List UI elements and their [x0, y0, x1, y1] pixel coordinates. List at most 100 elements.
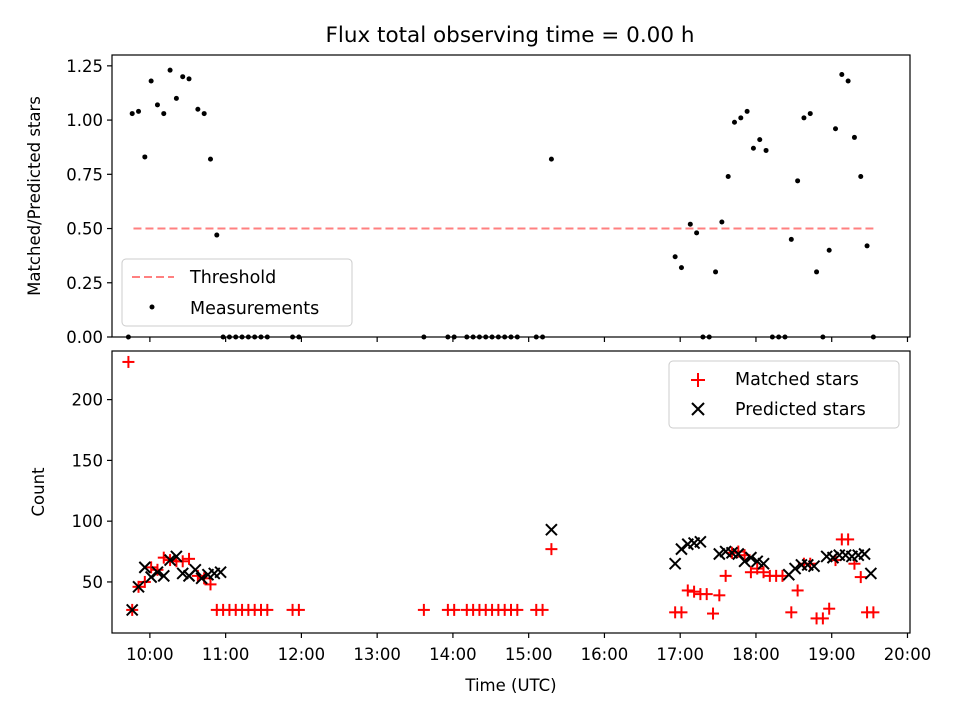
measurement-point	[776, 334, 782, 340]
bottom-legend: Matched stars Predicted stars	[668, 360, 900, 429]
top-y-axis-label: Matched/Predicted stars	[25, 96, 44, 296]
matched-star-point	[292, 603, 305, 616]
measurement-point	[678, 265, 684, 271]
measurement-point	[814, 269, 820, 275]
bottom-panel: 50 100 150 200 10:00 11:00 12:00 13:00 14:00 15:…	[29, 350, 931, 695]
bottom-y-tick-label: 200	[72, 391, 104, 410]
measurement-point	[713, 269, 719, 275]
measurement-point	[672, 254, 678, 260]
matched-star-point	[744, 566, 757, 579]
predicted-legend-label: Predicted stars	[735, 400, 866, 420]
x-tick-label: 10:00	[126, 645, 174, 664]
bottom-y-axis-label: Count	[29, 467, 48, 517]
measurement-point	[514, 334, 520, 340]
measurement-point	[148, 78, 154, 84]
predicted-legend-swatch	[691, 402, 705, 416]
matched-star-point	[261, 603, 274, 616]
measurement-point	[489, 334, 495, 340]
measurement-point	[445, 334, 451, 340]
measurement-point	[700, 334, 706, 340]
measurement-point	[186, 76, 192, 82]
measurement-point	[470, 334, 476, 340]
matched-star-point	[122, 355, 135, 368]
predicted-star-point	[189, 563, 202, 577]
predicted-star-point	[864, 567, 878, 580]
measurement-point	[725, 173, 731, 179]
matched-star-point	[823, 602, 836, 615]
measurement-point	[851, 134, 857, 140]
matched-star-point	[751, 562, 764, 575]
predicted-star-point	[214, 566, 227, 579]
predicted-star-point	[125, 603, 139, 617]
measurement-point	[788, 236, 794, 242]
matched-legend-label: Matched stars	[735, 370, 859, 390]
x-tick-label: 18:00	[732, 645, 780, 664]
predicted-star-point	[757, 557, 770, 570]
measurement-point	[533, 334, 539, 340]
measurement-point	[687, 221, 693, 227]
measurement-point	[421, 334, 427, 340]
top-y-tick-label: 0.75	[66, 165, 103, 184]
measurement-point	[540, 334, 546, 340]
measurement-point	[226, 334, 232, 340]
predicted-star-point	[545, 523, 558, 536]
measurement-point	[694, 230, 700, 236]
top-legend-box	[121, 258, 353, 327]
top-y-tick-label: 1.25	[66, 57, 103, 76]
matched-star-point	[511, 603, 524, 616]
measurement-point	[757, 137, 763, 143]
matched-legend-swatch	[691, 373, 705, 387]
top-marks	[125, 67, 876, 340]
matched-star-point	[151, 563, 164, 576]
measurement-point	[782, 334, 788, 340]
predicted-star-point	[157, 569, 170, 583]
bottom-y-tick-label: 150	[72, 451, 104, 470]
predicted-star-point	[807, 559, 821, 573]
matched-star-point	[536, 603, 549, 616]
matched-star-point	[176, 555, 189, 568]
x-tick-label: 11:00	[202, 645, 250, 664]
predicted-star-point	[144, 570, 158, 584]
measurement-point	[845, 78, 851, 84]
measurement-point	[464, 334, 470, 340]
predicted-star-point	[675, 542, 688, 556]
measurements-legend-swatch	[149, 304, 155, 310]
top-y-tick-label: 0.25	[66, 274, 103, 293]
measurement-point	[769, 334, 775, 340]
matched-star-point	[757, 566, 770, 579]
bottom-plot-frame	[111, 350, 911, 634]
measurement-point	[451, 334, 457, 340]
matched-star-point	[816, 612, 829, 625]
measurement-point	[839, 72, 845, 78]
measurement-point	[173, 95, 179, 101]
predicted-star-point	[738, 555, 751, 568]
measurement-point	[296, 334, 302, 340]
predicted-star-point	[138, 561, 152, 574]
matched-star-point	[719, 569, 732, 582]
measurement-point	[495, 334, 501, 340]
measurement-point	[154, 102, 160, 108]
measurement-point	[201, 111, 207, 117]
bottom-legend-box	[668, 360, 900, 429]
matched-star-point	[785, 606, 798, 619]
measurement-point	[142, 154, 148, 160]
measurement-point	[258, 334, 264, 340]
predicted-star-point	[132, 580, 145, 594]
threshold-legend-label: Threshold	[189, 268, 276, 288]
measurement-point	[245, 334, 251, 340]
matched-star-point	[842, 533, 855, 546]
measurement-point	[744, 108, 750, 114]
top-legend: Threshold Measurements	[121, 258, 353, 327]
measurement-point	[548, 156, 554, 162]
measurement-point	[252, 334, 258, 340]
predicted-star-point	[694, 535, 707, 549]
matched-star-point	[791, 584, 804, 597]
measurement-point	[795, 178, 801, 184]
predicted-star-point	[163, 553, 177, 567]
measurement-point	[826, 247, 832, 253]
top-y-tick-label: 0.50	[66, 220, 103, 239]
measurement-point	[476, 334, 482, 340]
measurement-point	[719, 219, 725, 225]
matched-star-point	[713, 589, 726, 602]
measurement-point	[820, 334, 826, 340]
